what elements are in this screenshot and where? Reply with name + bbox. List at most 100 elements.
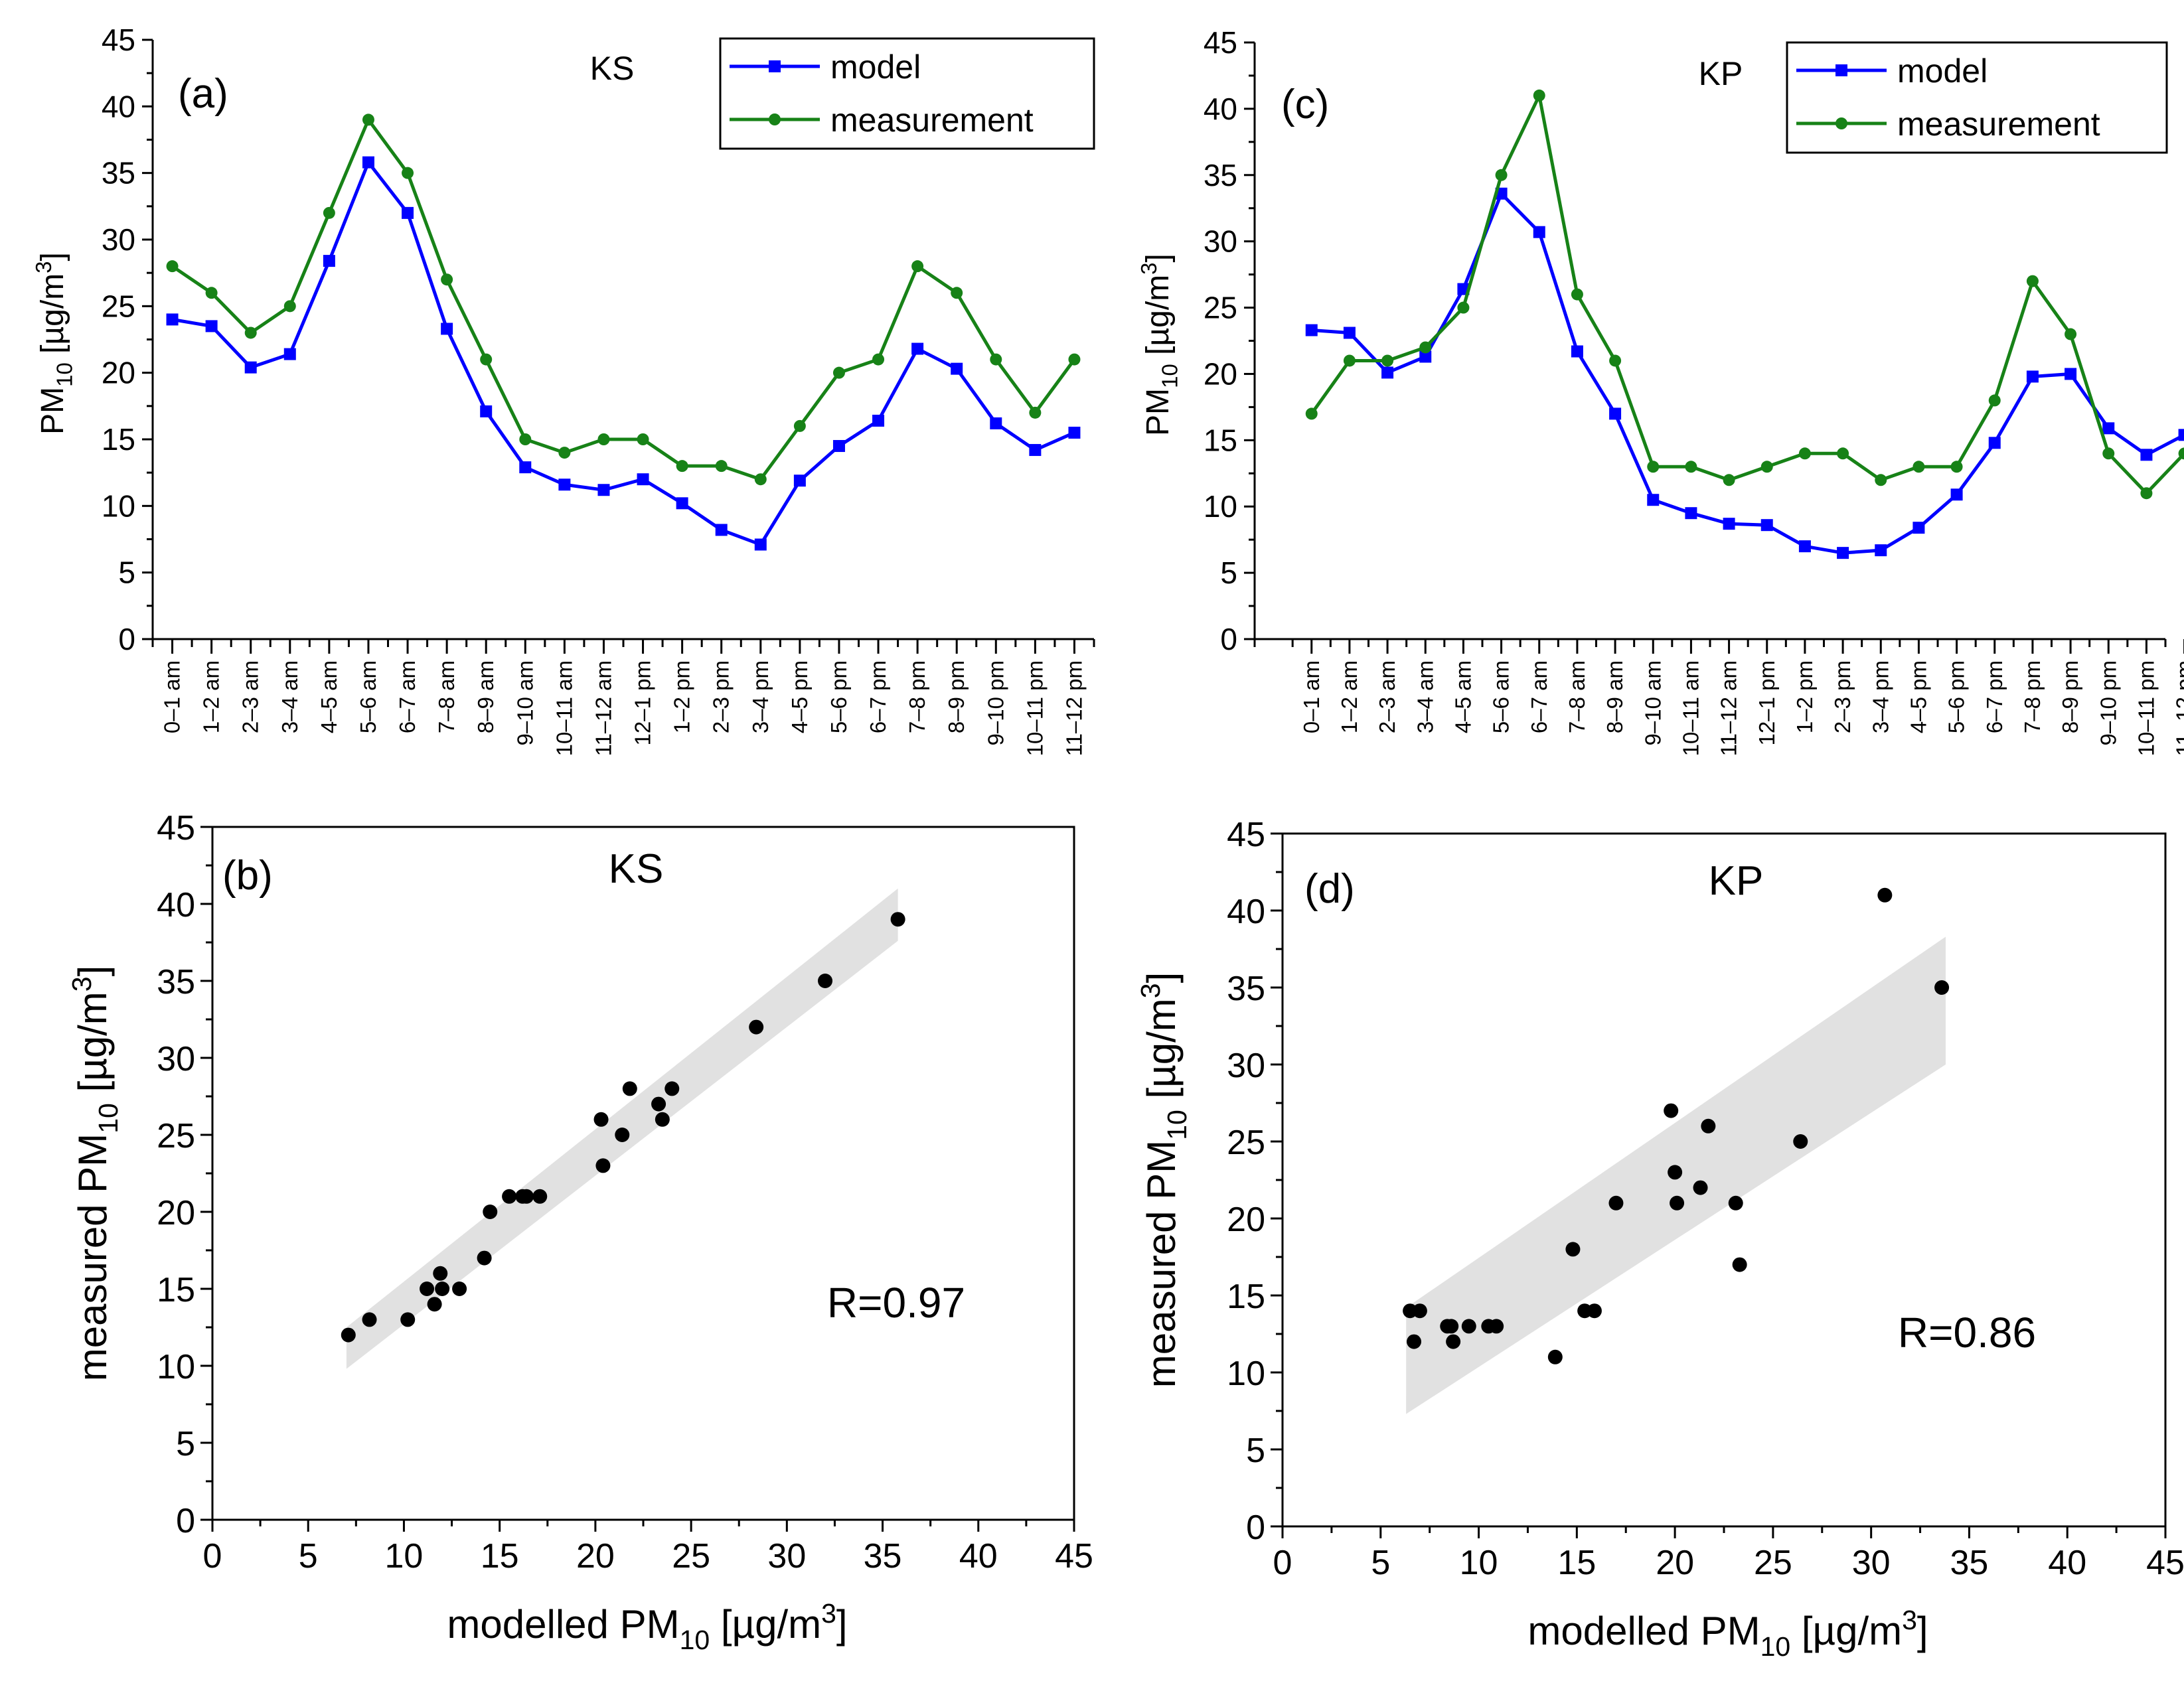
series-model	[1305, 187, 2184, 559]
data-point-model	[1029, 444, 1042, 457]
x-tick-label: 10–11 am	[552, 660, 576, 756]
data-point-model	[911, 342, 924, 355]
y-axis-label-base: PM	[35, 387, 70, 435]
y-axis-label-sub: 10	[1157, 364, 1182, 388]
y-axis-label-base: measured PM	[1139, 1140, 1184, 1388]
y-tick-label: 5	[176, 1425, 195, 1463]
x-tick-label: 6–7 pm	[866, 660, 890, 733]
data-point-model	[951, 362, 963, 375]
data-point-model	[1571, 345, 1583, 358]
data-point-model	[990, 417, 1002, 429]
data-point	[593, 1112, 609, 1127]
y-tick-label: 5	[1246, 1431, 1265, 1470]
data-point-measurement	[1875, 474, 1887, 486]
data-point-measurement	[323, 206, 335, 219]
x-tick-label: 8–9 am	[1602, 660, 1627, 733]
data-point-measurement	[951, 287, 963, 299]
x-tick-label: 15	[1557, 1544, 1596, 1582]
data-point-measurement	[402, 167, 414, 179]
data-point-measurement	[1950, 461, 1963, 473]
x-tick-label: 7–8 pm	[905, 660, 929, 733]
data-point-model	[2140, 449, 2153, 461]
data-point	[749, 1019, 764, 1035]
data-point-model	[1760, 519, 1773, 532]
r-annotation: R=0.97	[827, 1279, 965, 1327]
data-point-measurement	[1837, 447, 1849, 460]
x-tick-label: 6–7 am	[1527, 660, 1551, 733]
data-point-model	[637, 473, 649, 486]
x-tick-label: 10–11 pm	[1022, 660, 1047, 756]
x-tick-label: 35	[1950, 1544, 1989, 1582]
data-point-model	[715, 524, 728, 536]
data-point-measurement	[1457, 301, 1470, 314]
y-tick-label: 15	[1227, 1278, 1265, 1316]
panel-label: (a)	[178, 71, 228, 117]
x-tick-label: 2–3 am	[238, 660, 263, 733]
x-tick-label: 2–3 am	[1375, 660, 1399, 733]
x-tick-label: 8–9 pm	[944, 660, 969, 733]
series-model	[166, 156, 1081, 551]
data-point-measurement	[715, 460, 728, 473]
data-point	[1577, 1303, 1593, 1319]
data-point-model	[1343, 327, 1356, 339]
data-point-measurement	[990, 353, 1002, 366]
y-tick-label: 30	[157, 1040, 195, 1078]
x-tick-label: 3–4 pm	[1868, 660, 1893, 733]
data-point	[818, 974, 833, 988]
data-point-model	[2178, 429, 2184, 441]
data-point-measurement	[793, 419, 806, 432]
data-point-measurement	[1609, 354, 1622, 367]
x-tick-label: 35	[864, 1537, 902, 1576]
data-point-measurement	[1533, 89, 1545, 102]
y-tick-label: 35	[102, 156, 135, 190]
data-point	[1693, 1180, 1708, 1195]
x-tick-label: 5	[1371, 1544, 1390, 1582]
x-tick-label: 3–4 am	[277, 660, 302, 733]
data-point-measurement	[441, 273, 453, 286]
y-tick-label: 20	[102, 356, 135, 390]
y-tick-label: 45	[1204, 25, 1237, 60]
data-point-measurement	[2026, 275, 2039, 287]
x-tick-label: 12–1 pm	[631, 660, 655, 745]
y-tick-label: 40	[157, 886, 195, 924]
data-point-measurement	[1647, 461, 1660, 473]
data-point-measurement	[676, 460, 688, 473]
series-line-measurement	[1310, 90, 2184, 496]
x-tick-label: 0–1 am	[1299, 660, 1324, 733]
x-tick-label: 5–6 pm	[1944, 660, 1969, 733]
data-point-measurement	[1029, 406, 1042, 419]
x-tick-label: 6–7 pm	[1982, 660, 2007, 733]
y-tick-label: 0	[1220, 622, 1237, 656]
data-point-model	[872, 414, 885, 427]
x-axis-label-sup: 3	[1902, 1605, 1917, 1635]
legend-marker-model	[1835, 64, 1847, 76]
data-point-measurement	[637, 433, 649, 445]
legend-marker-measurement	[1835, 117, 1847, 129]
legend: model measurement	[719, 37, 1095, 150]
data-point-model	[2026, 370, 2039, 383]
data-point	[1547, 1349, 1563, 1364]
data-point-measurement	[1495, 169, 1508, 181]
x-axis-label-base: modelled PM	[1527, 1609, 1760, 1653]
data-point-measurement	[244, 327, 257, 339]
data-point	[502, 1189, 517, 1204]
legend-label-model: model	[830, 48, 921, 86]
data-point-model	[1988, 437, 2001, 449]
x-tick-label: 25	[672, 1537, 710, 1576]
y-tick-label: 45	[1227, 816, 1265, 854]
data-point-measurement	[558, 447, 571, 459]
series-measurement	[166, 113, 1081, 486]
data-point	[1670, 1195, 1685, 1210]
data-point-model	[1912, 522, 1925, 534]
series-measurement	[1305, 89, 2184, 500]
data-point-measurement	[1305, 407, 1318, 420]
y-tick-label: 10	[157, 1348, 195, 1386]
x-tick-label: 1–2 pm	[1792, 660, 1817, 733]
x-tick-label: 5–6 am	[356, 660, 380, 733]
data-point-measurement	[1685, 461, 1697, 473]
data-point-model	[519, 461, 532, 474]
x-axis-label-unit_post: ]	[1917, 1609, 1928, 1653]
legend-label-measurement: measurement	[830, 102, 1034, 139]
chart-title: KP	[1699, 55, 1743, 92]
x-tick-label: 3–4 pm	[748, 660, 773, 733]
